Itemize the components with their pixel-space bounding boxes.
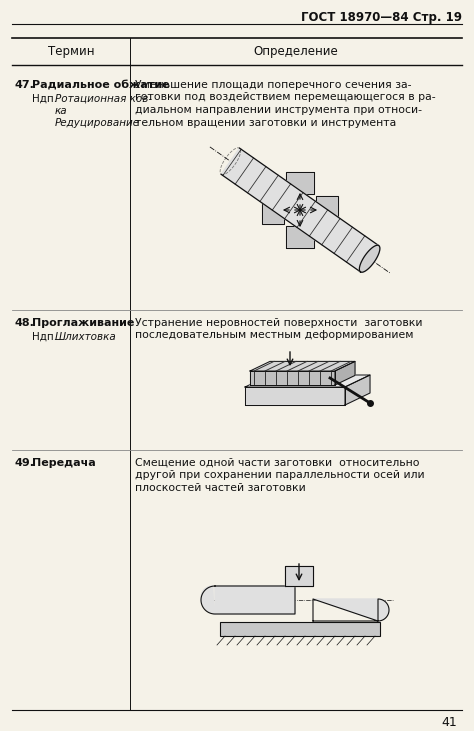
Text: Термин: Термин — [48, 45, 94, 58]
Bar — [220, 622, 380, 636]
Polygon shape — [245, 387, 345, 405]
Text: Проглаживание: Проглаживание — [32, 318, 134, 328]
Text: Смещение одной части заготовки  относительно: Смещение одной части заготовки относител… — [135, 458, 419, 468]
Polygon shape — [250, 361, 355, 371]
Polygon shape — [262, 196, 284, 224]
Polygon shape — [221, 148, 379, 272]
Text: Редуцирование: Редуцирование — [55, 118, 140, 129]
Text: 47.: 47. — [15, 80, 35, 90]
Text: другой при сохранении параллельности осей или: другой при сохранении параллельности осе… — [135, 471, 425, 480]
Polygon shape — [285, 566, 313, 586]
Polygon shape — [286, 226, 314, 248]
Polygon shape — [359, 246, 380, 272]
Text: 48.: 48. — [15, 318, 35, 328]
Text: Ндп.: Ндп. — [32, 331, 57, 341]
Polygon shape — [316, 196, 338, 224]
Polygon shape — [345, 375, 370, 405]
Text: ГОСТ 18970—84 Стр. 19: ГОСТ 18970—84 Стр. 19 — [301, 12, 462, 25]
Text: тельном вращении заготовки и инструмента: тельном вращении заготовки и инструмента — [135, 118, 396, 127]
Polygon shape — [335, 361, 355, 385]
Text: Уменьшение площади поперечного сечения за-: Уменьшение площади поперечного сечения з… — [135, 80, 411, 90]
Text: Ндп.: Ндп. — [32, 94, 57, 104]
Text: Радиальное обжатие: Радиальное обжатие — [32, 80, 170, 90]
Polygon shape — [313, 599, 389, 621]
Text: диальном направлении инструмента при относи-: диальном направлении инструмента при отн… — [135, 105, 422, 115]
Text: Шлихтовка: Шлихтовка — [55, 331, 117, 341]
Text: готовки под воздействием перемещающегося в ра-: готовки под воздействием перемещающегося… — [135, 93, 436, 102]
Polygon shape — [245, 375, 370, 387]
Text: ка: ка — [55, 106, 68, 116]
Text: Ротационная ков-: Ротационная ков- — [55, 94, 152, 104]
Polygon shape — [250, 371, 335, 385]
Polygon shape — [201, 586, 295, 614]
Text: плоскостей частей заготовки: плоскостей частей заготовки — [135, 483, 306, 493]
Text: 41: 41 — [441, 716, 457, 729]
Text: Передача: Передача — [32, 458, 96, 468]
Text: 49.: 49. — [15, 458, 35, 468]
Text: последовательным местным деформированием: последовательным местным деформированием — [135, 330, 413, 341]
Text: Устранение неровностей поверхности  заготовки: Устранение неровностей поверхности загот… — [135, 318, 422, 328]
Text: Определение: Определение — [254, 45, 338, 58]
Polygon shape — [286, 172, 314, 194]
